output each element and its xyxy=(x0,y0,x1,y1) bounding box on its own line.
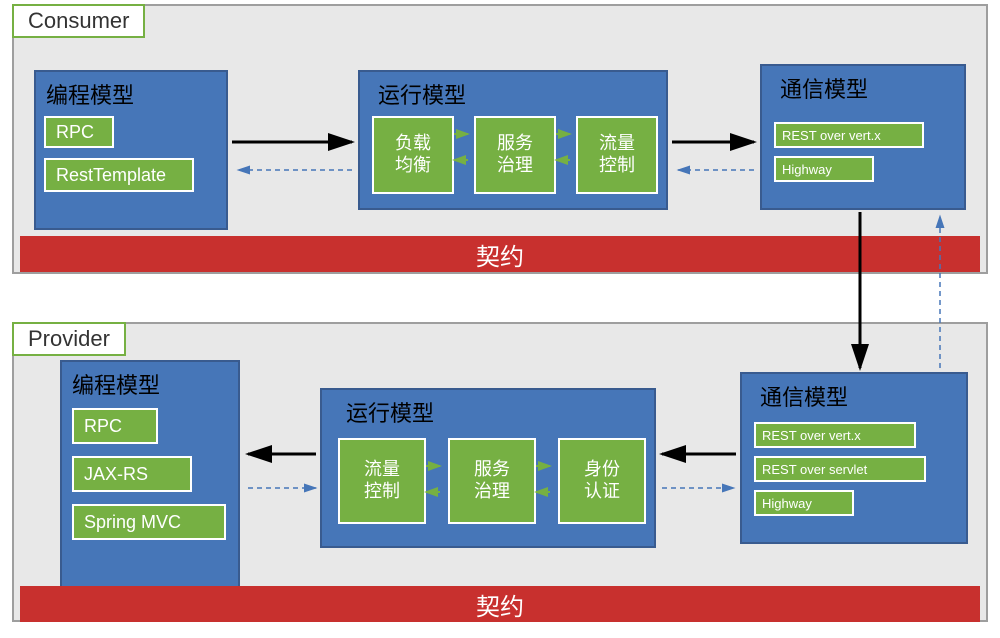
provider-runtime-box: 运行模型 流量 控制 服务 治理 身份 认证 xyxy=(320,388,656,548)
provider-panel-label: Provider xyxy=(12,322,126,356)
provider-comm-item-0: REST over vert.x xyxy=(754,422,916,448)
consumer-contract-bar: 契约 xyxy=(20,236,980,272)
provider-prog-item-jaxrs: JAX-RS xyxy=(72,456,192,492)
consumer-prog-item-rpc: RPC xyxy=(44,116,114,148)
provider-runtime-title: 运行模型 xyxy=(346,396,434,428)
consumer-prog-item-resttemplate: RestTemplate xyxy=(44,158,194,192)
consumer-runtime-box: 运行模型 负载 均衡 服务 治理 流量 控制 xyxy=(358,70,668,210)
provider-runtime-item-2: 身份 认证 xyxy=(558,438,646,524)
consumer-panel-label: Consumer xyxy=(12,4,145,38)
consumer-runtime-item-0: 负载 均衡 xyxy=(372,116,454,194)
provider-comm-item-2: Highway xyxy=(754,490,854,516)
consumer-comm-title: 通信模型 xyxy=(780,72,868,104)
provider-prog-item-springmvc: Spring MVC xyxy=(72,504,226,540)
consumer-programming-title: 编程模型 xyxy=(46,78,134,110)
consumer-comm-item-0: REST over vert.x xyxy=(774,122,924,148)
provider-runtime-item-0: 流量 控制 xyxy=(338,438,426,524)
provider-programming-box: 编程模型 RPC JAX-RS Spring MVC xyxy=(60,360,240,592)
consumer-comm-item-1: Highway xyxy=(774,156,874,182)
provider-comm-title: 通信模型 xyxy=(760,380,848,412)
consumer-runtime-title: 运行模型 xyxy=(378,78,466,110)
consumer-runtime-item-1: 服务 治理 xyxy=(474,116,556,194)
consumer-runtime-item-2: 流量 控制 xyxy=(576,116,658,194)
provider-comm-item-1: REST over servlet xyxy=(754,456,926,482)
consumer-comm-box: 通信模型 REST over vert.x Highway xyxy=(760,64,966,210)
consumer-programming-box: 编程模型 RPC RestTemplate xyxy=(34,70,228,230)
provider-prog-item-rpc: RPC xyxy=(72,408,158,444)
provider-programming-title: 编程模型 xyxy=(72,368,160,400)
provider-runtime-item-1: 服务 治理 xyxy=(448,438,536,524)
provider-contract-bar: 契约 xyxy=(20,586,980,622)
provider-comm-box: 通信模型 REST over vert.x REST over servlet … xyxy=(740,372,968,544)
